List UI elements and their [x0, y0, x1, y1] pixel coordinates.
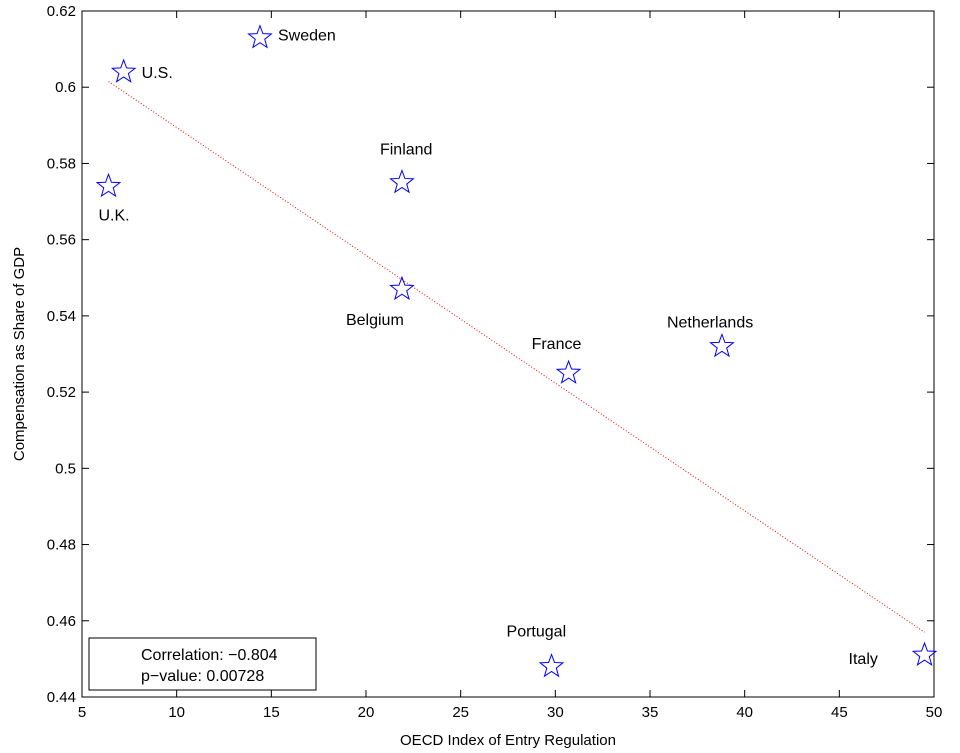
y-tick-label: 0.48: [47, 537, 76, 554]
x-tick-label: 10: [168, 704, 185, 721]
star-marker: [709, 332, 735, 358]
plot-frame: [81, 10, 935, 698]
x-tick-label: 25: [452, 704, 469, 721]
star-marker: [538, 653, 565, 678]
point-labels-layer: Sweden U.S. Finland U.K. Belgium Netherlands F…: [99, 28, 878, 668]
star-marker: [911, 641, 938, 666]
star-marker: [389, 169, 415, 194]
x-tick-label: 50: [926, 704, 943, 721]
star-marker: [95, 172, 122, 198]
point-label: Netherlands: [667, 314, 753, 331]
y-tick-label: 0.62: [47, 3, 76, 20]
y-tick-label: 0.52: [47, 384, 76, 401]
y-tick-label: 0.46: [47, 613, 76, 630]
annotation-box: [88, 637, 317, 691]
y-tick-label: 0.6: [55, 79, 76, 96]
point-label: Finland: [380, 142, 432, 159]
point-label: France: [532, 336, 582, 353]
star-marker: [110, 58, 137, 83]
fit-line: [108, 81, 925, 633]
points-layer: [95, 24, 938, 678]
point-label: U.K.: [99, 207, 130, 224]
x-tick-label: 40: [736, 704, 753, 721]
x-tick-label: 35: [642, 704, 659, 721]
x-tick-label: 5: [78, 704, 86, 721]
axes-layer: 5 10 15 20 25 30 35 40 45 50 0.44 0.46 0.48 0.5 0.52 0.…: [47, 3, 943, 721]
pvalue-text: p−value: 0.00728: [141, 668, 264, 685]
y-tick-label: 0.5: [55, 460, 76, 477]
y-tick-label: 0.58: [47, 155, 76, 172]
correlation-text: Correlation: −0.804: [141, 647, 278, 664]
y-tick-label: 0.44: [47, 689, 76, 706]
x-tick-label: 15: [263, 704, 280, 721]
x-tick-label: 45: [831, 704, 848, 721]
point-label: U.S.: [142, 65, 173, 82]
point-label: Sweden: [278, 28, 336, 45]
y-tick-label: 0.54: [47, 308, 76, 325]
point-label: Portugal: [507, 624, 567, 641]
x-axis-label: OECD Index of Entry Regulation: [400, 732, 616, 749]
star-marker: [555, 359, 582, 384]
y-tick-label: 0.56: [47, 232, 76, 249]
star-marker: [247, 24, 273, 49]
x-tick-label: 30: [547, 704, 564, 721]
stats-annotation: Correlation: −0.804 p−value: 0.00728: [88, 637, 317, 691]
x-tick-label: 20: [358, 704, 375, 721]
point-label: Belgium: [346, 312, 404, 329]
star-marker: [389, 275, 415, 301]
y-axis-label: Compensation as Share of GDP: [11, 247, 28, 461]
point-label: Italy: [849, 651, 878, 668]
plot-background: [82, 11, 934, 697]
fit-line-layer: [108, 81, 925, 633]
